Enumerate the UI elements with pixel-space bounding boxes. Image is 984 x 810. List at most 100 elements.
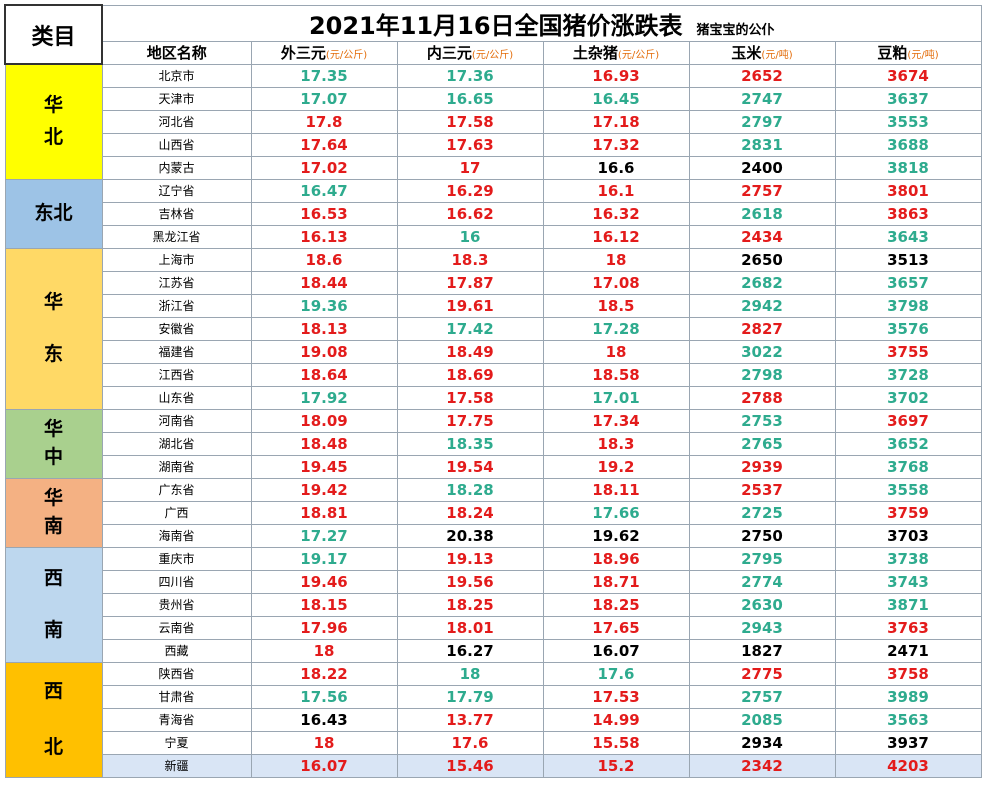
price-tuza: 18 — [542, 339, 690, 364]
table-row: 华中河南省 18.09 17.75 17.34 2753 3697 — [4, 408, 982, 479]
price-yumi: 2434 — [688, 224, 836, 249]
region-name: 海南省 — [101, 523, 252, 548]
category-label: 南 — [43, 618, 63, 641]
table-row: 东北 辽宁省 16.47 16.29 16.1 2757 3801 — [4, 178, 982, 249]
price-yumi: 2775 — [688, 661, 836, 686]
category-label: 南 — [43, 514, 63, 537]
region-name: 陕西省 — [101, 661, 252, 686]
price-tuza: 18 — [542, 247, 690, 272]
price-doupo: 3643 — [834, 224, 982, 249]
price-neisan: 16.62 — [396, 201, 544, 226]
price-tuza: 16.32 — [542, 201, 690, 226]
price-tuza: 18.11 — [542, 477, 690, 502]
price-tuza: 15.58 — [542, 730, 690, 755]
price-doupo: 3759 — [834, 500, 982, 525]
price-waisan: 16.47 — [250, 178, 398, 203]
category-label: 华 — [43, 486, 63, 509]
table-row: 华北北京市 17.35 17.36 16.93 2652 3674 — [4, 63, 982, 180]
price-yumi: 2652 — [688, 63, 836, 88]
title-row: 类目 2021年11月16日全国猪价涨跌表 猪宝宝的公仆 — [4, 4, 982, 65]
table-row: 新疆 16.07 15.46 15.2 2342 4203 — [5, 753, 982, 778]
price-doupo: 3798 — [834, 293, 982, 318]
price-tuza: 18.25 — [542, 592, 690, 617]
category-label: 北 — [43, 125, 63, 148]
price-neisan: 13.77 — [396, 707, 544, 732]
price-neisan: 19.56 — [396, 569, 544, 594]
category-label: 西 — [43, 679, 63, 702]
table-row: 江西省 18.64 18.69 18.58 2798 3728 — [5, 362, 982, 387]
price-neisan: 18.49 — [396, 339, 544, 364]
price-neisan: 17 — [396, 155, 544, 180]
region-name: 北京市 — [101, 63, 252, 88]
price-neisan: 18 — [396, 661, 544, 686]
price-doupo: 3703 — [834, 523, 982, 548]
price-neisan: 16.27 — [396, 638, 544, 663]
price-waisan: 16.13 — [250, 224, 398, 249]
price-doupo: 3697 — [834, 408, 982, 433]
col-header-neisan: 内三元(元/公斤) — [396, 40, 544, 65]
price-doupo: 3688 — [834, 132, 982, 157]
region-name: 西藏 — [101, 638, 252, 663]
price-yumi: 2618 — [688, 201, 836, 226]
col-header-waisan: 外三元(元/公斤) — [250, 40, 398, 65]
category-huazhong: 华中 — [4, 408, 103, 479]
price-tuza: 15.2 — [542, 753, 690, 778]
price-doupo: 3702 — [834, 385, 982, 410]
price-waisan: 17.56 — [250, 684, 398, 709]
price-waisan: 17.02 — [250, 155, 398, 180]
price-neisan: 19.54 — [396, 454, 544, 479]
price-neisan: 17.58 — [396, 385, 544, 410]
price-neisan: 17.87 — [396, 270, 544, 295]
price-yumi: 2827 — [688, 316, 836, 341]
price-tuza: 16.12 — [542, 224, 690, 249]
price-yumi: 2942 — [688, 293, 836, 318]
table-row: 西南重庆市 19.17 19.13 18.96 2795 3738 — [4, 546, 982, 663]
price-table: 类目 2021年11月16日全国猪价涨跌表 猪宝宝的公仆 地区名称 外三元(元/公… — [4, 4, 982, 778]
price-waisan: 18 — [250, 638, 398, 663]
price-waisan: 19.46 — [250, 569, 398, 594]
price-doupo: 3553 — [834, 109, 982, 134]
price-tuza: 17.34 — [542, 408, 690, 433]
unit-label: (元/公斤) — [617, 50, 660, 61]
price-waisan: 18.15 — [250, 592, 398, 617]
table-row: 河北省 17.8 17.58 17.18 2797 3553 — [5, 109, 982, 134]
price-yumi: 2400 — [688, 155, 836, 180]
price-waisan: 17.35 — [250, 63, 398, 88]
table-row: 云南省 17.96 18.01 17.65 2943 3763 — [5, 615, 982, 640]
price-tuza: 17.08 — [542, 270, 690, 295]
price-doupo: 3652 — [834, 431, 982, 456]
price-tuza: 17.18 — [542, 109, 690, 134]
category-label: 华 — [43, 417, 63, 440]
price-neisan: 18.24 — [396, 500, 544, 525]
category-xinan: 西南 — [4, 546, 103, 663]
category-dongbei: 东北 — [4, 178, 103, 249]
price-doupo: 3674 — [834, 63, 982, 88]
price-doupo: 3738 — [834, 546, 982, 571]
price-tuza: 16.07 — [542, 638, 690, 663]
unit-label: (元/公斤) — [471, 50, 514, 61]
price-neisan: 18.69 — [396, 362, 544, 387]
region-name: 湖北省 — [101, 431, 252, 456]
price-waisan: 18.64 — [250, 362, 398, 387]
region-name: 广西 — [101, 500, 252, 525]
category-huadong: 华东 — [4, 247, 103, 410]
price-waisan: 18.44 — [250, 270, 398, 295]
category-xibei: 西北 — [4, 661, 103, 778]
price-doupo: 4203 — [834, 753, 982, 778]
col-header-tuza: 土杂猪(元/公斤) — [542, 40, 690, 65]
region-name: 四川省 — [101, 569, 252, 594]
region-name: 上海市 — [101, 247, 252, 272]
price-doupo: 3989 — [834, 684, 982, 709]
region-name: 吉林省 — [101, 201, 252, 226]
price-waisan: 17.64 — [250, 132, 398, 157]
price-tuza: 14.99 — [542, 707, 690, 732]
price-yumi: 2725 — [688, 500, 836, 525]
table-row: 西北陕西省 18.22 18 17.6 2775 3758 — [4, 661, 982, 778]
region-name: 甘肃省 — [101, 684, 252, 709]
category-huabei: 华北 — [4, 63, 103, 180]
price-neisan: 19.61 — [396, 293, 544, 318]
price-yumi: 2788 — [688, 385, 836, 410]
price-yumi: 2682 — [688, 270, 836, 295]
price-yumi: 2797 — [688, 109, 836, 134]
price-tuza: 19.62 — [542, 523, 690, 548]
